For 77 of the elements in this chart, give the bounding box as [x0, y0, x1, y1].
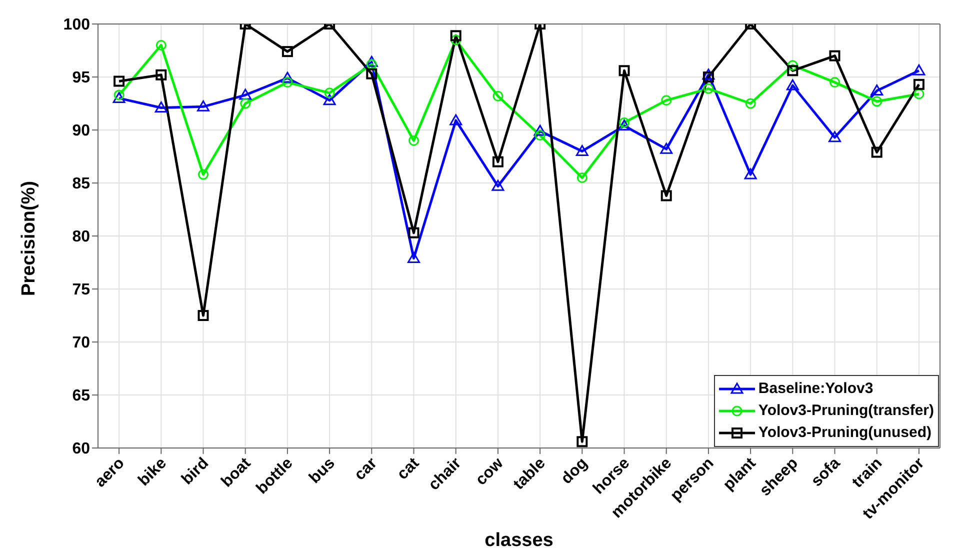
x-tick-label: cow [472, 454, 508, 489]
y-tick-label: 85 [72, 176, 90, 193]
point [114, 76, 125, 87]
x-tick-label: cat [394, 454, 424, 484]
point [660, 142, 673, 154]
point [660, 190, 672, 202]
y-tick-label: 90 [72, 122, 90, 140]
point [618, 65, 630, 76]
point [197, 100, 210, 112]
point [871, 146, 882, 158]
point [323, 94, 336, 106]
point [576, 144, 588, 156]
point [240, 98, 251, 109]
point [914, 88, 924, 100]
legend-label: Yolov3-Pruning(transfer) [758, 401, 934, 421]
point [703, 83, 714, 94]
y-tick-label: 80 [72, 228, 90, 246]
point [745, 98, 756, 109]
point [492, 90, 504, 102]
y-tick-label: 75 [72, 282, 90, 299]
point [619, 117, 630, 128]
point [154, 101, 168, 112]
point [366, 68, 378, 80]
point [114, 90, 124, 100]
y-tick-label: 65 [72, 388, 90, 405]
point [324, 88, 335, 98]
y-tick-label: 70 [72, 334, 90, 352]
x-axis-title: classes [484, 530, 554, 551]
legend-label: Baseline:Yolov3 [758, 379, 874, 399]
x-tick-label: dog [558, 454, 591, 488]
point [281, 72, 294, 83]
point [366, 59, 377, 70]
point [492, 180, 504, 191]
point [408, 252, 420, 264]
point [450, 114, 462, 126]
point [702, 72, 714, 82]
legend-label: Yolov3-Pruning(unused) [758, 423, 932, 443]
point [492, 156, 504, 168]
x-tick-label: bus [306, 454, 338, 487]
point [576, 436, 588, 448]
point [198, 310, 209, 321]
point [786, 79, 799, 90]
point [450, 34, 462, 46]
point [787, 65, 798, 76]
x-tick-label: car [351, 454, 380, 484]
y-axis-title: Precision(%) [18, 180, 40, 296]
point [282, 77, 293, 88]
point [912, 64, 926, 76]
point [702, 68, 715, 80]
point [112, 92, 126, 103]
point [913, 78, 924, 90]
point [408, 227, 420, 238]
point [450, 30, 462, 42]
point [870, 84, 884, 96]
point [828, 131, 841, 142]
y-tick-label: 95 [72, 70, 90, 87]
point [576, 172, 588, 183]
point [744, 168, 757, 180]
point [239, 88, 252, 100]
y-tick-label: 60 [72, 440, 90, 458]
point [282, 46, 293, 58]
point [198, 169, 208, 180]
point [156, 40, 166, 50]
point [534, 130, 546, 141]
point [829, 50, 840, 62]
point [787, 60, 798, 71]
point [618, 120, 630, 131]
y-tick-label: 100 [63, 16, 90, 34]
point [830, 77, 840, 88]
point [872, 96, 882, 107]
point [408, 135, 419, 146]
x-tick-label: sofa [808, 454, 844, 490]
point [661, 95, 672, 106]
point [365, 56, 378, 67]
point [156, 69, 167, 80]
point [534, 124, 546, 136]
x-tick-label: bike [135, 454, 170, 490]
